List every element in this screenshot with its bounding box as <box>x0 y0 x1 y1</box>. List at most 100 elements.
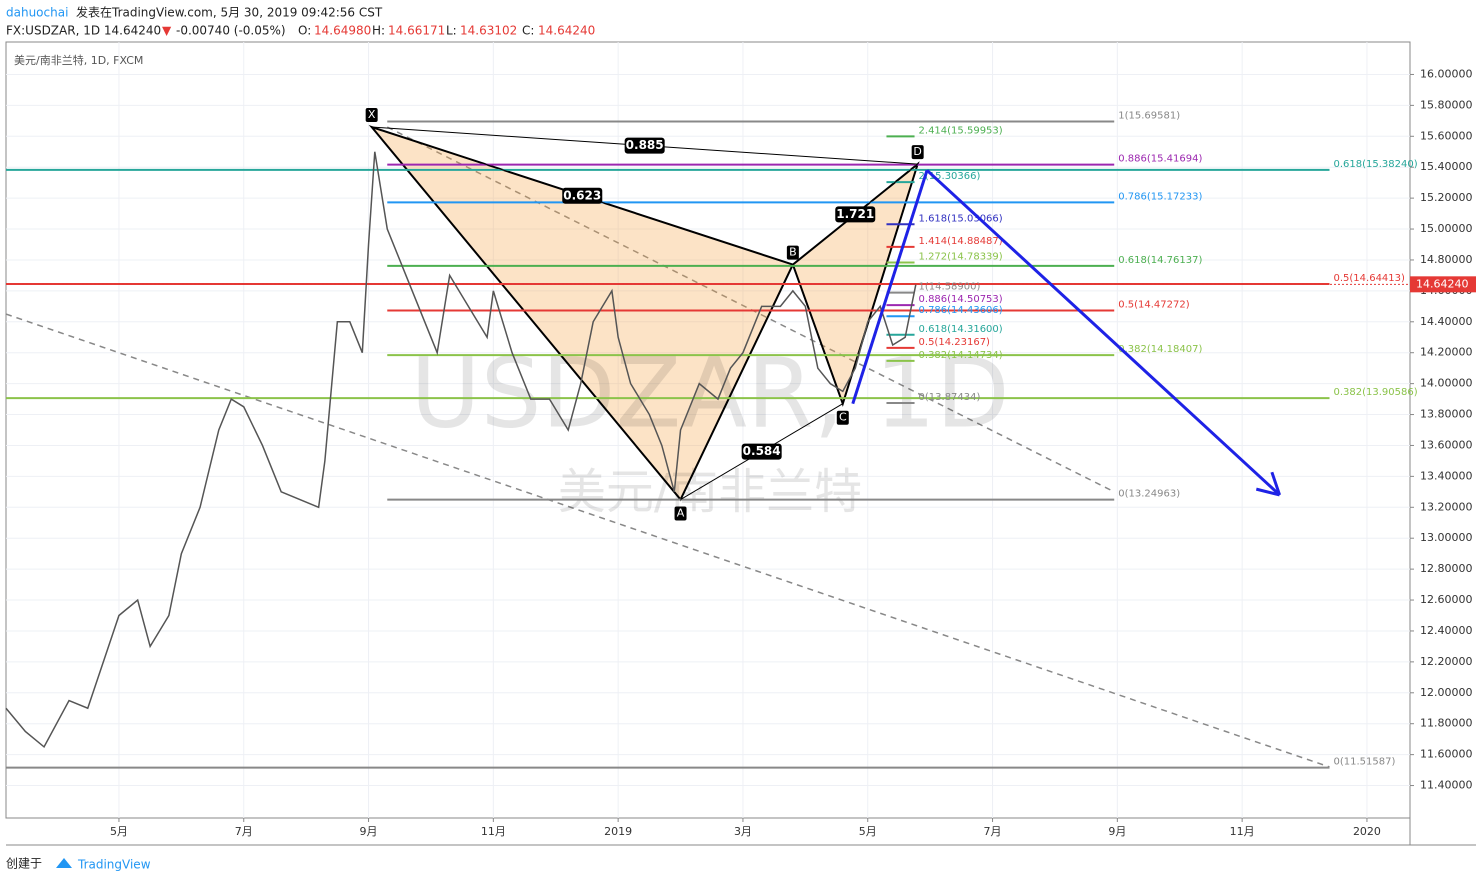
o-label: O: <box>298 24 311 38</box>
y-tick-label: 12.60000 <box>1420 593 1473 606</box>
ratio-box <box>835 206 876 223</box>
ratio-label: 0.623 <box>563 188 601 202</box>
point-label: D <box>913 145 921 158</box>
close: 14.64240 <box>538 24 595 38</box>
fib-label: 0.618(14.76137) <box>1118 255 1202 266</box>
fib-label: 0.382(13.90586) <box>1334 387 1418 398</box>
fib-label: 0.886(14.50753) <box>919 294 1003 305</box>
y-tick-label: 13.60000 <box>1420 438 1473 451</box>
y-tick-label: 11.40000 <box>1420 779 1473 792</box>
fib-label: 1(15.69581) <box>1118 110 1180 121</box>
last-price-label: 14.64240 <box>1416 277 1469 290</box>
fib-label: 0.618(14.31600) <box>919 324 1003 335</box>
point-box <box>786 245 799 260</box>
fib-label: 0(11.51587) <box>1334 757 1396 768</box>
legend: 美元/南非兰特, 1D, FXCM <box>14 53 143 67</box>
fib-label: 2(15.30366) <box>919 171 981 182</box>
point-box <box>836 410 849 425</box>
y-tick-label: 14.80000 <box>1420 253 1473 266</box>
y-tick-label: 12.80000 <box>1420 562 1473 575</box>
ratio-label: 0.885 <box>626 138 664 152</box>
point-box <box>674 506 687 521</box>
x-tick-label: 2019 <box>604 825 632 838</box>
x-tick-label: 3月 <box>734 825 752 838</box>
point-box <box>365 108 378 123</box>
fib-label: 0.382(14.18407) <box>1118 344 1202 355</box>
ratio-label: 0.584 <box>743 444 781 458</box>
fib-label: 0.5(14.23167) <box>919 337 991 348</box>
author[interactable]: dahuochai <box>6 6 68 20</box>
trend-line <box>5 313 1330 768</box>
published: 发表在TradingView.com, 5月 30, 2019 09:42:56… <box>76 5 383 20</box>
y-tick-label: 15.40000 <box>1420 160 1473 173</box>
fib-label: 1(14.58900) <box>919 282 981 293</box>
y-tick-label: 12.20000 <box>1420 655 1473 668</box>
change: -0.00740 (-0.05%) <box>176 24 286 38</box>
projection-leg <box>851 169 929 405</box>
y-tick-label: 13.40000 <box>1420 469 1473 482</box>
point-box <box>911 145 924 160</box>
fib-label: 0.886(15.41694) <box>1118 154 1202 165</box>
arrow-head <box>1255 487 1280 497</box>
x-tick-label: 7月 <box>984 825 1002 838</box>
y-tick-label: 14.00000 <box>1420 377 1473 390</box>
x-tick-label: 11月 <box>1230 825 1255 838</box>
fib-label: 0(13.87434) <box>919 392 981 403</box>
y-tick-label: 15.80000 <box>1420 98 1473 111</box>
created: 创建于 <box>6 857 42 871</box>
brand[interactable]: TradingView <box>77 858 151 872</box>
price-line <box>5 151 917 749</box>
open: 14.64980 <box>314 24 371 38</box>
last-price-box <box>1410 276 1476 293</box>
arrow-head <box>1270 471 1282 496</box>
y-tick-label: 11.80000 <box>1420 717 1473 730</box>
h-label: H: <box>372 24 385 38</box>
x-tick-label: 11月 <box>481 825 506 838</box>
point-label: X <box>368 108 376 121</box>
ratio-box <box>562 187 603 204</box>
fib-label: 0.5(14.47272) <box>1118 300 1190 311</box>
point-label: A <box>677 507 685 520</box>
l-label: L: <box>446 24 457 38</box>
y-tick-label: 13.80000 <box>1420 408 1473 421</box>
point-label: B <box>789 246 797 259</box>
y-tick-label: 15.60000 <box>1420 129 1473 142</box>
ratio-box <box>741 443 782 460</box>
fib-label: 0.786(14.43606) <box>919 305 1003 316</box>
x-tick-label: 7月 <box>235 825 253 838</box>
fib-label: 0(13.24963) <box>1118 489 1180 500</box>
high: 14.66171 <box>388 24 445 38</box>
fib-label: 0.5(14.64413) <box>1334 273 1406 284</box>
c-label: C: <box>522 24 534 38</box>
y-tick-label: 16.00000 <box>1420 67 1473 80</box>
plot-frame <box>5 41 1411 819</box>
fib-label: 0.786(15.17233) <box>1118 191 1202 202</box>
fib-label: 1.414(14.88487) <box>919 236 1003 247</box>
x-tick-label: 9月 <box>360 825 378 838</box>
y-tick-label: 13.00000 <box>1420 531 1473 544</box>
y-tick-label: 12.00000 <box>1420 686 1473 699</box>
x-tick-label: 5月 <box>110 825 128 838</box>
fib-label: 0.382(14.14734) <box>919 350 1003 361</box>
change-arrow: ▼ <box>162 24 172 38</box>
fib-label: 0.618(15.38240) <box>1334 159 1418 170</box>
y-tick-label: 13.20000 <box>1420 500 1473 513</box>
y-tick-label: 12.40000 <box>1420 624 1473 637</box>
y-tick-label: 15.20000 <box>1420 191 1473 204</box>
fib-label: 1.272(14.78339) <box>919 252 1003 263</box>
watermark-sub: 美元/南非兰特 <box>558 464 862 520</box>
x-tick-label: 5月 <box>859 825 877 838</box>
projection-arrow <box>926 169 1281 497</box>
x-tick-label: 9月 <box>1108 825 1126 838</box>
fib-label: 1.618(15.03066) <box>919 213 1003 224</box>
y-tick-label: 14.20000 <box>1420 346 1473 359</box>
ratio-label: 1.721 <box>836 207 874 221</box>
x-tick-label: 2020 <box>1353 825 1381 838</box>
y-tick-label: 11.60000 <box>1420 748 1473 761</box>
fib-label: 2.414(15.59953) <box>919 125 1003 136</box>
ratio-box <box>624 137 665 154</box>
logo <box>56 858 72 868</box>
trend-line <box>386 126 1115 493</box>
